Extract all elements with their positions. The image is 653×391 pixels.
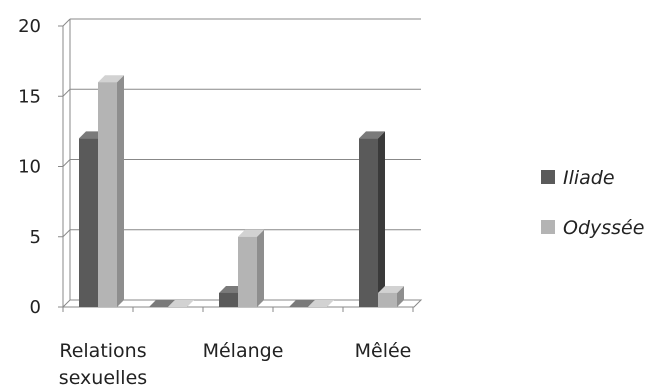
x-category-label: Mêlée: [355, 340, 412, 362]
y-tick-label: 5: [30, 227, 41, 248]
bar-side: [117, 75, 124, 307]
bar-top: [149, 300, 175, 307]
bar-top: [168, 300, 194, 307]
gridline-depth: [62, 229, 71, 238]
bar-side: [397, 285, 404, 307]
x-category-labels: Relations sexuelles Mélange Mêlée: [59, 340, 412, 389]
y-tick-label: 20: [18, 16, 41, 37]
bar: [98, 82, 117, 307]
legend-swatch: [541, 170, 555, 184]
bar-top: [238, 229, 264, 237]
legend-swatch: [541, 220, 555, 234]
gridline-depth: [62, 18, 71, 27]
bar: [378, 292, 397, 307]
bar-top: [289, 300, 315, 307]
x-category-label: sexuelles: [59, 367, 147, 389]
x-category-label: Relations: [59, 340, 146, 362]
legend: Iliade Odyssée: [541, 167, 644, 239]
bar: [219, 292, 238, 307]
bar-top: [308, 300, 334, 307]
legend-label: Iliade: [563, 167, 615, 189]
bars: [79, 75, 404, 307]
bar: [238, 236, 257, 307]
bar-side: [257, 229, 264, 307]
y-tick-labels: 0 5 10 15 20: [18, 16, 41, 318]
legend-label: Odyssée: [563, 217, 644, 239]
bar-side: [378, 131, 385, 307]
gridline-depth: [62, 159, 71, 167]
bar-top: [378, 285, 404, 293]
x-category-label: Mélange: [203, 340, 284, 362]
bar: [79, 138, 98, 307]
bar-top: [98, 75, 124, 83]
gridline-depth: [62, 88, 71, 97]
y-tick-label: 15: [18, 86, 41, 107]
bar: [359, 138, 378, 307]
bar-top: [359, 131, 385, 139]
y-tick-label: 10: [18, 157, 41, 178]
y-tick-label: 0: [30, 297, 41, 318]
